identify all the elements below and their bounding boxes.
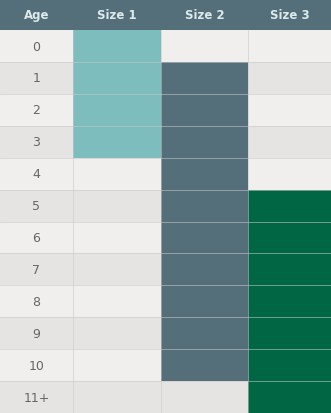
- Text: 3: 3: [32, 136, 40, 149]
- Text: 4: 4: [32, 168, 40, 181]
- Bar: [0, 286, 331, 318]
- Bar: [0, 126, 331, 158]
- Text: 7: 7: [32, 263, 40, 276]
- Bar: [0, 31, 331, 63]
- Text: Size 3: Size 3: [270, 9, 309, 22]
- Text: Size 2: Size 2: [185, 9, 224, 22]
- Bar: [73, 31, 161, 158]
- Bar: [0, 349, 331, 381]
- Bar: [161, 0, 248, 31]
- Bar: [0, 158, 331, 190]
- Text: Size 1: Size 1: [97, 9, 136, 22]
- Text: 1: 1: [32, 72, 40, 85]
- Text: 5: 5: [32, 199, 40, 213]
- Bar: [0, 222, 331, 254]
- Bar: [248, 0, 331, 31]
- Text: 2: 2: [32, 104, 40, 117]
- Text: 6: 6: [32, 231, 40, 244]
- Bar: [248, 190, 331, 413]
- Text: 8: 8: [32, 295, 40, 308]
- Bar: [161, 63, 248, 381]
- Bar: [0, 381, 331, 413]
- Text: 9: 9: [32, 327, 40, 340]
- Bar: [0, 0, 73, 31]
- Bar: [73, 0, 161, 31]
- Bar: [0, 318, 331, 349]
- Text: 0: 0: [32, 40, 40, 53]
- Text: 10: 10: [28, 359, 44, 372]
- Bar: [0, 254, 331, 286]
- Bar: [0, 95, 331, 126]
- Bar: [0, 63, 331, 95]
- Bar: [0, 190, 331, 222]
- Text: 11+: 11+: [23, 391, 50, 404]
- Text: Age: Age: [24, 9, 49, 22]
